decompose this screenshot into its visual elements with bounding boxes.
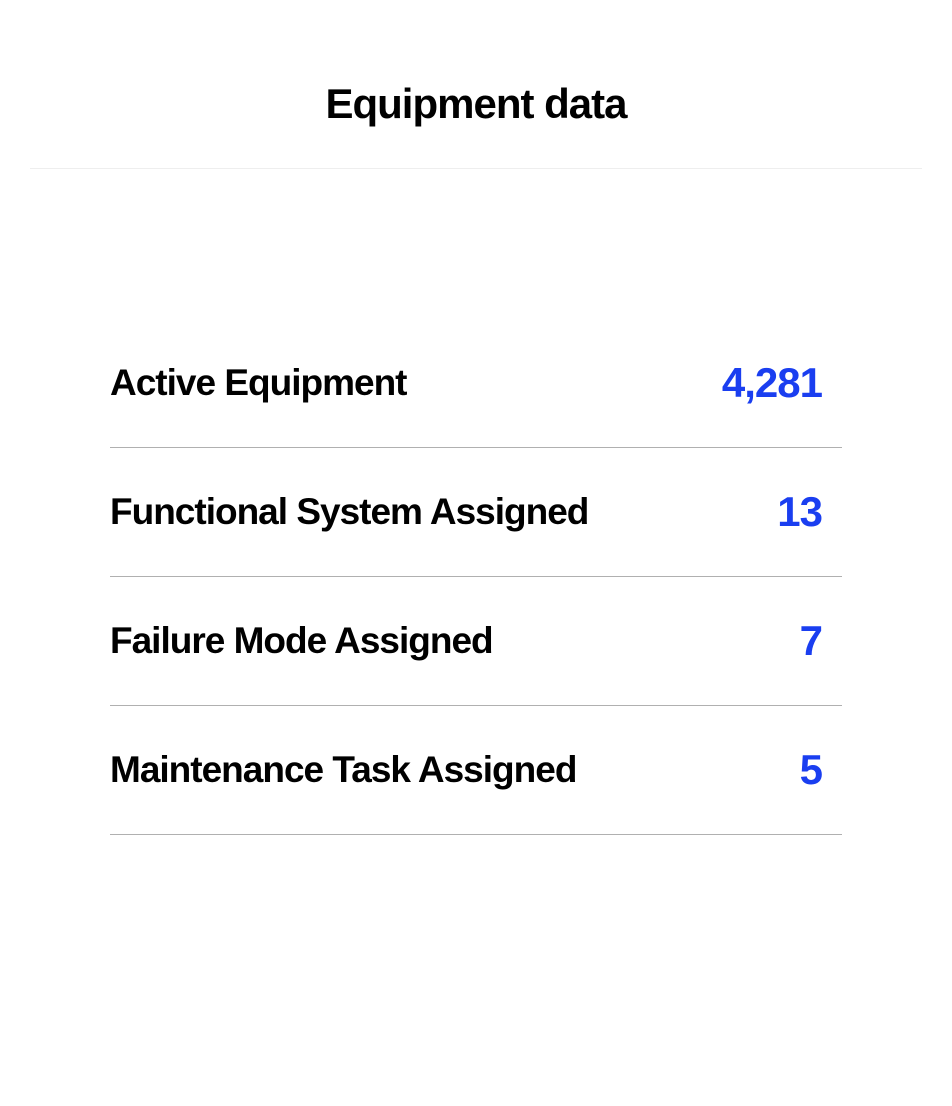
stat-value: 5	[800, 746, 822, 794]
stat-row-active-equipment: Active Equipment 4,281	[110, 319, 842, 448]
stat-row-failure-mode: Failure Mode Assigned 7	[110, 577, 842, 706]
stats-content: Active Equipment 4,281 Functional System…	[30, 169, 922, 835]
stat-value: 13	[777, 488, 822, 536]
header: Equipment data	[30, 0, 922, 169]
stat-value: 7	[800, 617, 822, 665]
stat-label: Maintenance Task Assigned	[110, 749, 576, 792]
page-title: Equipment data	[30, 80, 922, 128]
container: Equipment data Active Equipment 4,281 Fu…	[0, 0, 952, 835]
stat-value: 4,281	[722, 359, 822, 407]
stat-label: Failure Mode Assigned	[110, 620, 493, 663]
stat-row-maintenance-task: Maintenance Task Assigned 5	[110, 706, 842, 835]
stat-row-functional-system: Functional System Assigned 13	[110, 448, 842, 577]
stat-label: Active Equipment	[110, 362, 407, 405]
stat-label: Functional System Assigned	[110, 491, 588, 534]
